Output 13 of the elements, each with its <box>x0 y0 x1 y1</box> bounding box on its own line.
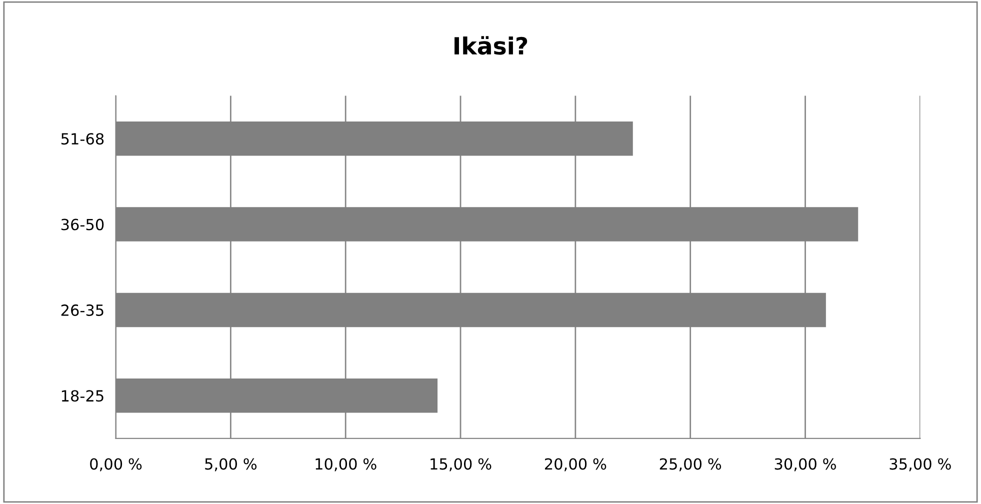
y-tick-label: 36-50 <box>61 218 104 230</box>
x-tick-label: 10,00 % <box>316 458 376 472</box>
y-tick-label: 18-25 <box>62 390 104 402</box>
x-tick-label: 20,00 % <box>544 458 606 472</box>
x-tick-label: 15,00 % <box>430 458 492 472</box>
y-tick-label: 51-68 <box>61 133 104 145</box>
x-tick-label: 30,00 % <box>774 458 836 472</box>
y-tick-label: 26-35 <box>61 304 104 316</box>
x-tick-label: 35,00 % <box>890 458 951 472</box>
x-tick-label: 5,00 % <box>205 458 257 472</box>
x-tick-label: 0,00 % <box>90 458 142 472</box>
chart-title: Ikäsi? <box>454 36 528 55</box>
x-tick-label: 25,00 % <box>660 458 722 472</box>
